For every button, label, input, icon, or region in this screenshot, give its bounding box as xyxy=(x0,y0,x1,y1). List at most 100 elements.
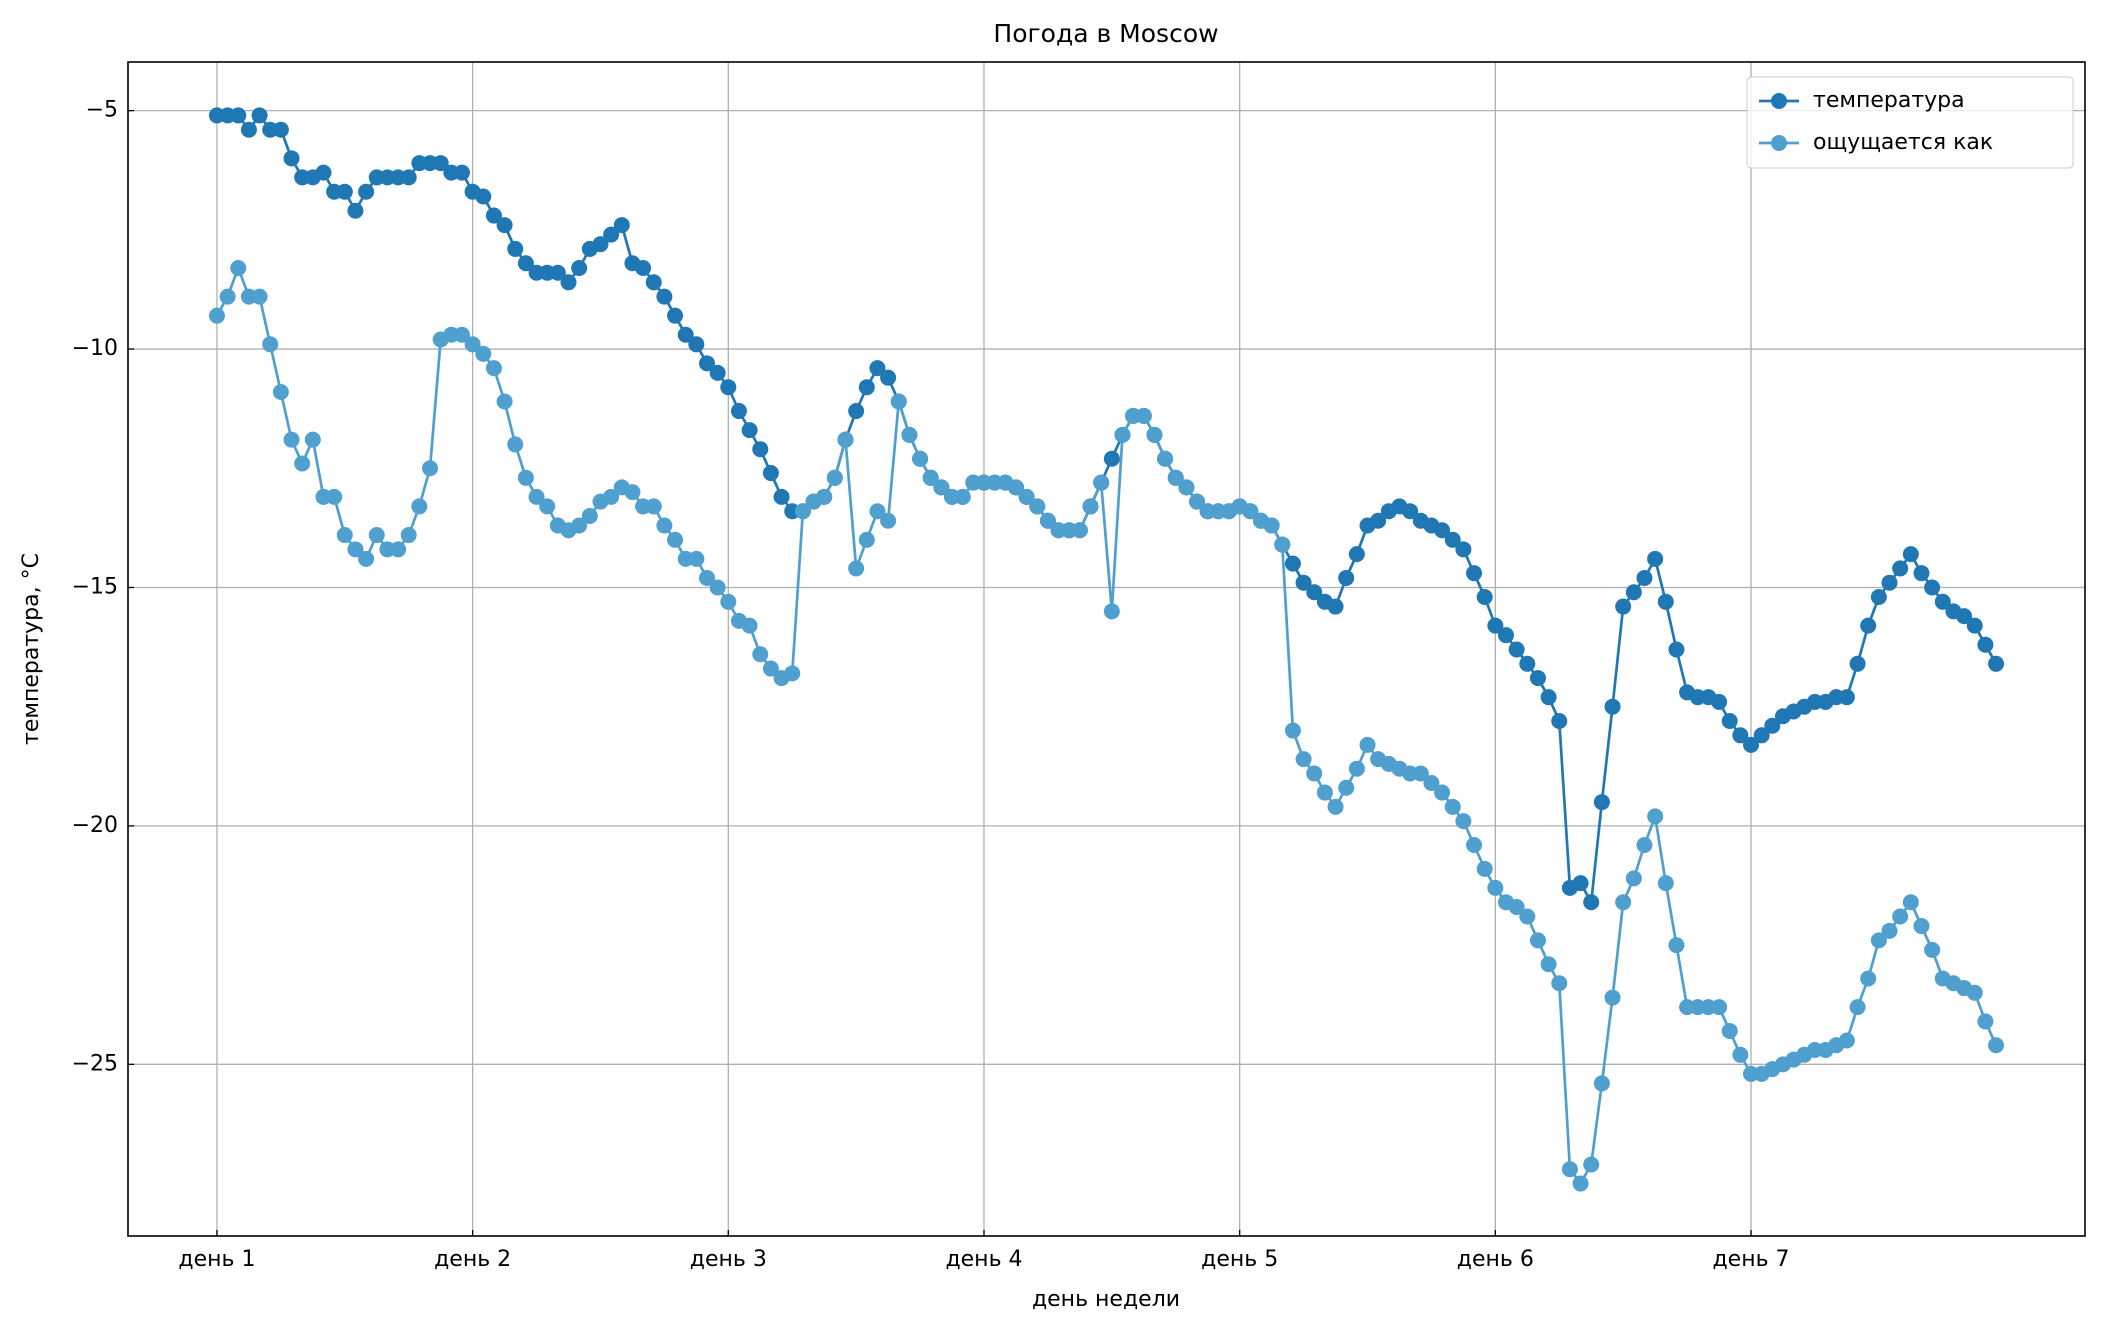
data-point xyxy=(773,488,790,505)
data-point xyxy=(208,307,225,324)
data-point xyxy=(1476,589,1493,606)
data-point xyxy=(1913,565,1930,582)
data-point xyxy=(912,450,929,467)
data-point xyxy=(1924,579,1941,596)
data-point xyxy=(1902,546,1919,563)
data-point xyxy=(1721,1022,1738,1039)
y-tick-label: −5 xyxy=(86,98,118,123)
chart-title: Погода в Moscow xyxy=(993,19,1218,48)
data-point xyxy=(1519,908,1536,925)
legend-label: температура xyxy=(1813,88,1965,113)
data-point xyxy=(880,512,897,529)
data-point xyxy=(677,326,694,343)
data-point xyxy=(656,517,673,534)
data-point xyxy=(1881,574,1898,591)
x-axis-label: день недели xyxy=(1032,1287,1180,1312)
data-point xyxy=(1572,875,1589,892)
data-point xyxy=(1668,641,1685,658)
data-point xyxy=(656,288,673,305)
data-point xyxy=(730,403,747,420)
data-point xyxy=(688,336,705,353)
data-point xyxy=(251,107,268,124)
data-point xyxy=(219,288,236,305)
data-point xyxy=(603,226,620,243)
data-point xyxy=(1657,593,1674,610)
y-tick-label: −25 xyxy=(72,1051,118,1076)
data-point xyxy=(1860,970,1877,987)
data-point xyxy=(1764,717,1781,734)
data-point xyxy=(1849,655,1866,672)
data-point xyxy=(422,460,439,477)
data-point xyxy=(272,383,289,400)
data-point xyxy=(720,379,737,396)
data-point xyxy=(890,393,907,410)
data-point xyxy=(1529,670,1546,687)
data-point xyxy=(1966,984,1983,1001)
data-point xyxy=(1838,689,1855,706)
data-point xyxy=(1071,522,1088,539)
data-point xyxy=(1338,779,1355,796)
data-point xyxy=(1135,407,1152,424)
data-point xyxy=(837,431,854,448)
data-point xyxy=(1625,584,1642,601)
data-point xyxy=(1295,751,1312,768)
data-point xyxy=(1583,1156,1600,1173)
data-point xyxy=(475,345,492,362)
data-point xyxy=(411,498,428,515)
data-point xyxy=(752,441,769,458)
data-point xyxy=(1412,765,1429,782)
data-point xyxy=(1657,875,1674,892)
data-point xyxy=(1284,555,1301,572)
data-point xyxy=(1370,512,1387,529)
data-point xyxy=(453,326,470,343)
data-point xyxy=(400,169,417,186)
data-point xyxy=(432,155,449,172)
data-point xyxy=(1039,512,1056,529)
data-point xyxy=(1977,636,1994,653)
data-point xyxy=(592,236,609,253)
data-point xyxy=(1966,617,1983,634)
plot-frame xyxy=(127,61,2086,1237)
data-point xyxy=(901,426,918,443)
data-point xyxy=(1711,693,1728,710)
legend-marker xyxy=(1771,135,1787,151)
y-tick-label: −10 xyxy=(72,336,118,361)
data-point xyxy=(485,207,502,224)
data-point xyxy=(571,517,588,534)
data-point xyxy=(549,264,566,281)
data-point xyxy=(762,465,779,482)
data-point xyxy=(1466,836,1483,853)
x-tick-label: день 5 xyxy=(1201,1247,1278,1272)
data-point xyxy=(1497,627,1514,644)
data-point xyxy=(453,164,470,181)
data-point xyxy=(1838,1032,1855,1049)
data-point xyxy=(507,240,524,257)
data-point xyxy=(1583,894,1600,911)
data-point xyxy=(688,550,705,567)
data-point xyxy=(528,488,545,505)
data-point xyxy=(858,531,875,548)
data-point xyxy=(251,288,268,305)
data-point xyxy=(933,479,950,496)
data-point xyxy=(1359,736,1376,753)
data-point xyxy=(667,531,684,548)
data-point xyxy=(1348,546,1365,563)
data-point xyxy=(358,183,375,200)
data-point xyxy=(304,431,321,448)
data-point xyxy=(1103,450,1120,467)
data-point xyxy=(880,369,897,386)
data-point xyxy=(1870,932,1887,949)
x-tick-label: день 7 xyxy=(1712,1247,1789,1272)
data-point xyxy=(1604,989,1621,1006)
data-point xyxy=(1306,584,1323,601)
data-point xyxy=(1593,1075,1610,1092)
data-point xyxy=(1551,713,1568,730)
data-point xyxy=(230,107,247,124)
data-point xyxy=(1561,1161,1578,1178)
data-point xyxy=(347,541,364,558)
data-point xyxy=(1519,655,1536,672)
data-point xyxy=(858,379,875,396)
data-point xyxy=(1540,956,1557,973)
data-point xyxy=(1721,713,1738,730)
